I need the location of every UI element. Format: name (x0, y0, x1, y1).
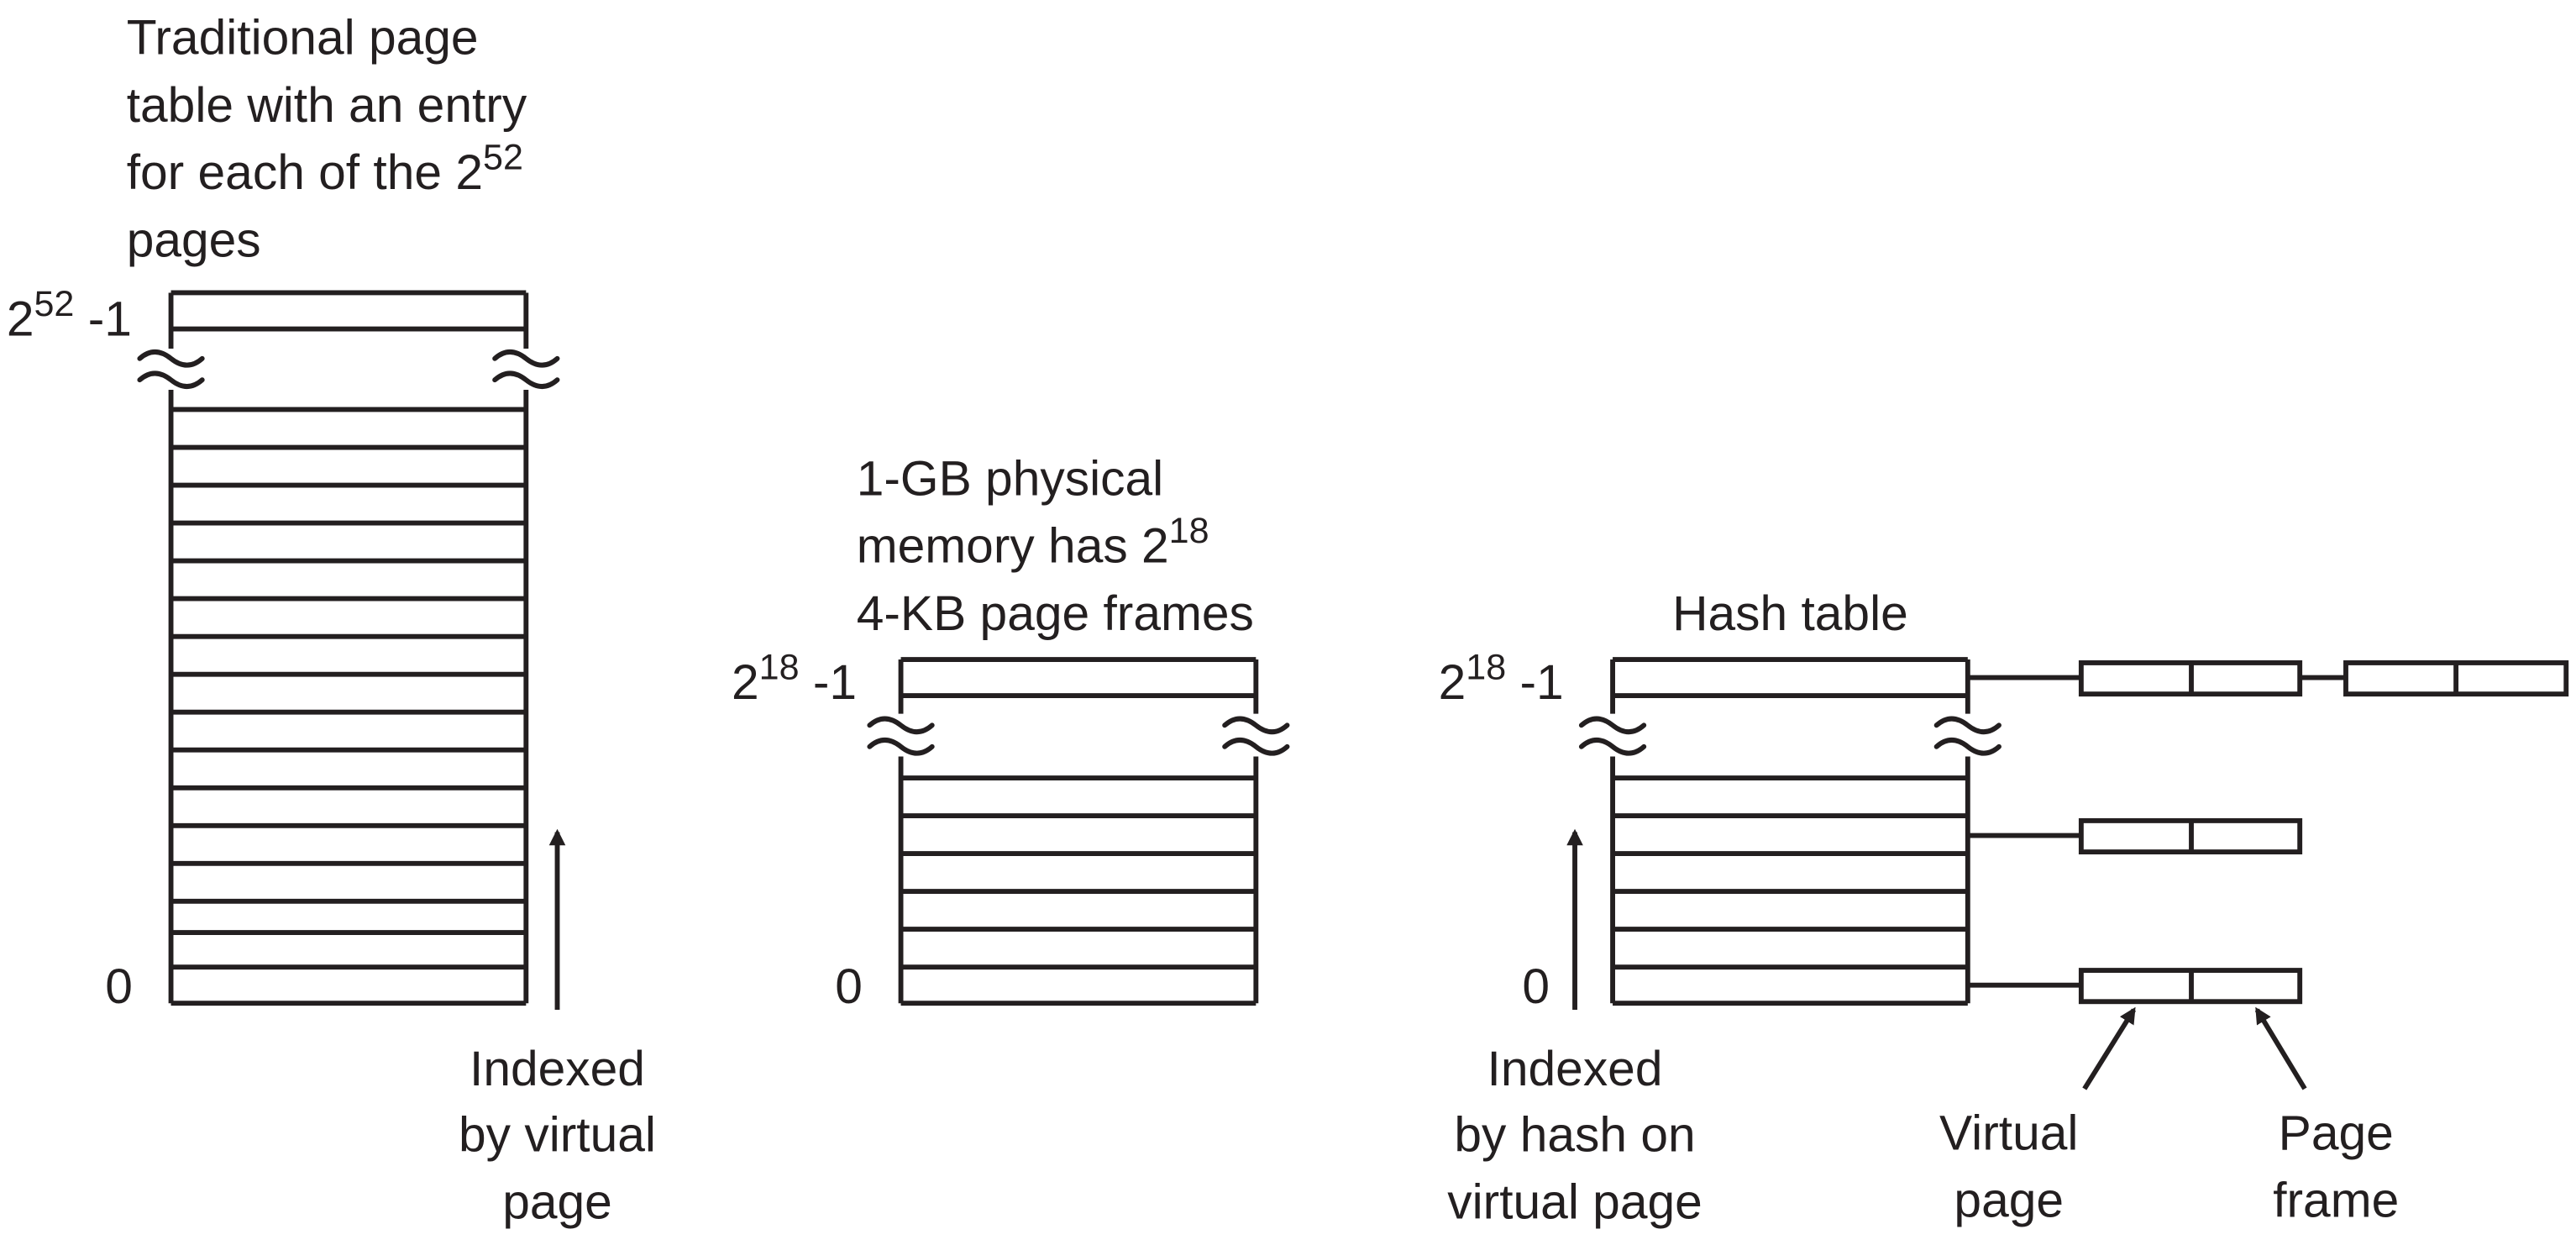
page-frame-label-line2: frame (2273, 1174, 2399, 1228)
hash-table-panel: Hash table 218 -1 0 (1439, 586, 2569, 1230)
page-frame-label-line1: Page (2279, 1106, 2394, 1160)
hash-arrow-label-line2: by hash on (1454, 1107, 1695, 1162)
traditional-caption-line4: pages (127, 213, 261, 267)
traditional-break-left (137, 349, 205, 389)
physical-break-right (1222, 716, 1290, 756)
traditional-caption-line1: Traditional page (127, 11, 479, 66)
virtual-page-label-line2: page (1954, 1174, 2064, 1228)
hash-table (1578, 657, 2002, 1006)
traditional-caption-line3: for each of the 252 (127, 138, 523, 200)
virtual-page-label-line1: Virtual (1939, 1106, 2078, 1160)
hash-bottom-index-label: 0 (1522, 959, 1550, 1014)
physical-bottom-index-label: 0 (835, 959, 863, 1014)
traditional-page-table (137, 290, 560, 1006)
physical-caption-line2: memory has 218 (857, 511, 1209, 573)
page-frame-arrow (2254, 1006, 2307, 1090)
traditional-arrow-label-line3: page (502, 1175, 612, 1230)
physical-table-rows (900, 775, 1257, 1006)
hash-arrow-label-line1: Indexed (1487, 1042, 1663, 1096)
traditional-table-rows (171, 407, 527, 1006)
physical-memory-table (867, 657, 1290, 1006)
traditional-top-index-label: 252 -1 (7, 284, 132, 346)
hash-chain-bottom (1967, 968, 2303, 1005)
traditional-break-right (492, 349, 560, 389)
hash-table-caption: Hash table (1672, 586, 1908, 641)
hash-top-index-label: 218 -1 (1439, 648, 1564, 710)
physical-break-left (867, 716, 935, 756)
hash-chain-top (1967, 660, 2569, 697)
hash-arrow-label-line3: virtual page (1447, 1175, 1702, 1230)
hash-break-left (1578, 716, 1647, 756)
hash-chain-middle (1967, 817, 2303, 855)
hash-break-right (1933, 716, 2002, 756)
virtual-page-arrow (2082, 1006, 2136, 1090)
traditional-arrow-label-line2: by virtual (459, 1107, 656, 1162)
traditional-caption-line2: table with an entry (127, 78, 527, 133)
hash-table-rows (1613, 775, 1968, 1006)
physical-top-index-label: 218 -1 (732, 648, 857, 710)
physical-caption-line1: 1-GB physical (857, 451, 1163, 506)
traditional-bottom-index-label: 0 (105, 959, 133, 1014)
traditional-arrow-label-line1: Indexed (470, 1042, 645, 1096)
physical-caption-line3: 4-KB page frames (857, 586, 1254, 641)
traditional-page-table-panel: Traditional page table with an entry for… (7, 11, 656, 1230)
physical-memory-panel: 1-GB physical memory has 218 4-KB page f… (732, 451, 1290, 1014)
